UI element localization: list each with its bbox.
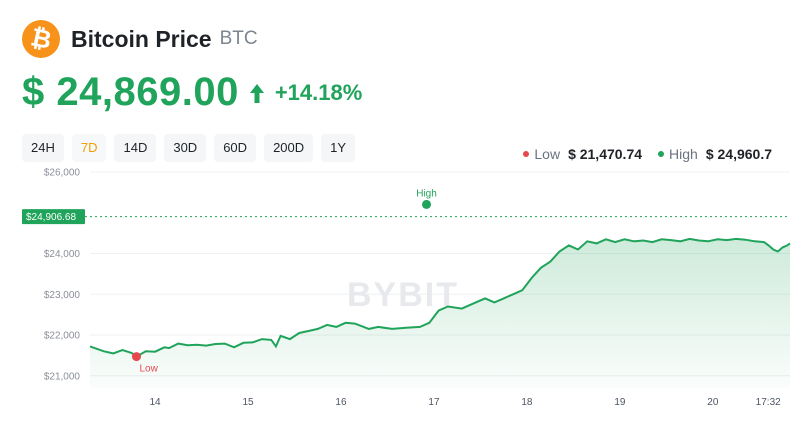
low-label: Low: [534, 146, 561, 162]
range-1y-button[interactable]: 1Y: [321, 134, 356, 162]
x-tick-label: 14: [150, 397, 162, 408]
range-60d-button[interactable]: 60D: [214, 134, 257, 162]
x-tick-label: 15: [242, 397, 254, 408]
range-24h-button[interactable]: 24H: [22, 134, 64, 162]
current-price: $ 24,869.00: [22, 70, 239, 114]
range-14d-button[interactable]: 14D: [114, 134, 157, 162]
x-tick-label: 16: [335, 397, 347, 408]
x-tick-label: 17:32: [756, 397, 781, 408]
price-series-line: [89, 237, 791, 358]
x-tick-label: 17: [428, 397, 440, 408]
y-tick-label: $21,000: [44, 371, 81, 382]
low-marker: [131, 352, 141, 362]
current-price-label: $24,906.68: [26, 212, 76, 223]
high-value: $ 24,960.7: [705, 146, 772, 162]
x-tick-label: 18: [521, 397, 533, 408]
low-high-stats: Low $ 21,470.74 High $ 24,960.7: [523, 146, 772, 162]
range-200d-button[interactable]: 200D: [264, 134, 314, 162]
price-change-percent: +14.18%: [274, 79, 363, 105]
high-label: High: [669, 146, 698, 162]
x-tick-label: 20: [707, 397, 719, 408]
low-dot-icon: [523, 151, 530, 157]
price-area-fill: [90, 238, 790, 388]
y-tick-label: $24,000: [44, 249, 81, 260]
low-marker-label: Low: [139, 364, 158, 375]
current-price-tag: $24,906.68: [22, 209, 85, 225]
ticker-symbol: BTC: [219, 28, 258, 49]
bybit-watermark: BYBIT: [347, 276, 459, 314]
price-chart[interactable]: BYBIT $24,906.68 $26,000 $24,000 $23,000 $2…: [0, 160, 796, 423]
bitcoin-logo-icon: ₿: [22, 20, 60, 58]
high-marker-label: High: [416, 188, 437, 199]
range-7d-button[interactable]: 7D: [71, 134, 107, 162]
y-tick-label: $22,000: [44, 331, 81, 342]
range-30d-button[interactable]: 30D: [164, 134, 207, 162]
page-title: Bitcoin Price: [71, 25, 212, 52]
low-value: $ 21,470.74: [568, 146, 643, 162]
x-tick-label: 19: [614, 397, 626, 408]
price-summary: $ 24,869.00 +14.18%: [22, 70, 362, 115]
high-marker: [422, 199, 432, 209]
y-tick-label: $26,000: [44, 168, 81, 179]
asset-header: ₿ Bitcoin Price BTC: [22, 20, 258, 58]
time-range-selector: 24H 7D 14D 30D 60D 200D 1Y: [22, 134, 356, 162]
y-tick-label: $23,000: [44, 290, 81, 301]
high-dot-icon: [658, 151, 665, 157]
arrow-up-icon: [249, 82, 265, 104]
